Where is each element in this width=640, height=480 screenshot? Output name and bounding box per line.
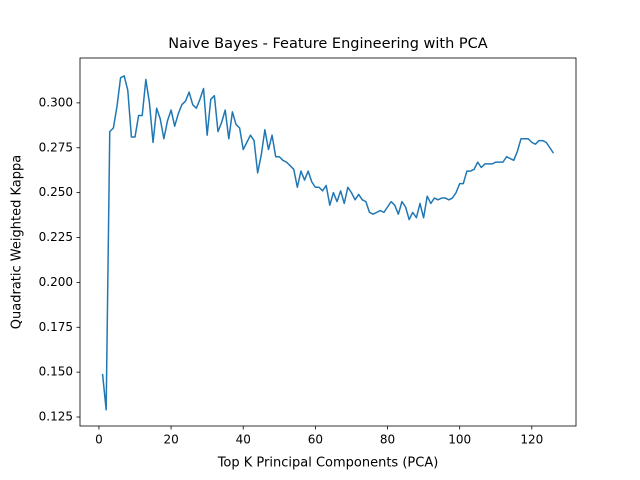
chart-title: Naive Bayes - Feature Engineering with P… <box>168 36 487 52</box>
y-tick-label: 0.300 <box>39 95 73 109</box>
y-tick-label: 0.200 <box>39 275 73 289</box>
x-axis-label: Top K Principal Components (PCA) <box>217 456 439 471</box>
x-tick-label: 40 <box>236 433 251 447</box>
y-tick-label: 0.225 <box>39 230 73 244</box>
y-tick-label: 0.175 <box>39 320 73 334</box>
x-tick-label: 0 <box>95 433 103 447</box>
y-tick-label: 0.150 <box>39 365 73 379</box>
x-tick-label: 80 <box>380 433 395 447</box>
y-axis-label: Quadratic Weighted Kappa <box>10 155 25 329</box>
plot-frame <box>79 57 577 427</box>
y-tick-label: 0.250 <box>39 185 73 199</box>
data-line <box>101 75 555 411</box>
x-tick-label: 20 <box>163 433 178 447</box>
x-tick-label: 60 <box>308 433 323 447</box>
x-tick-label: 100 <box>448 433 471 447</box>
x-tick-label: 120 <box>520 433 543 447</box>
y-tick-label: 0.275 <box>39 140 73 154</box>
y-tick-label: 0.125 <box>39 410 73 424</box>
